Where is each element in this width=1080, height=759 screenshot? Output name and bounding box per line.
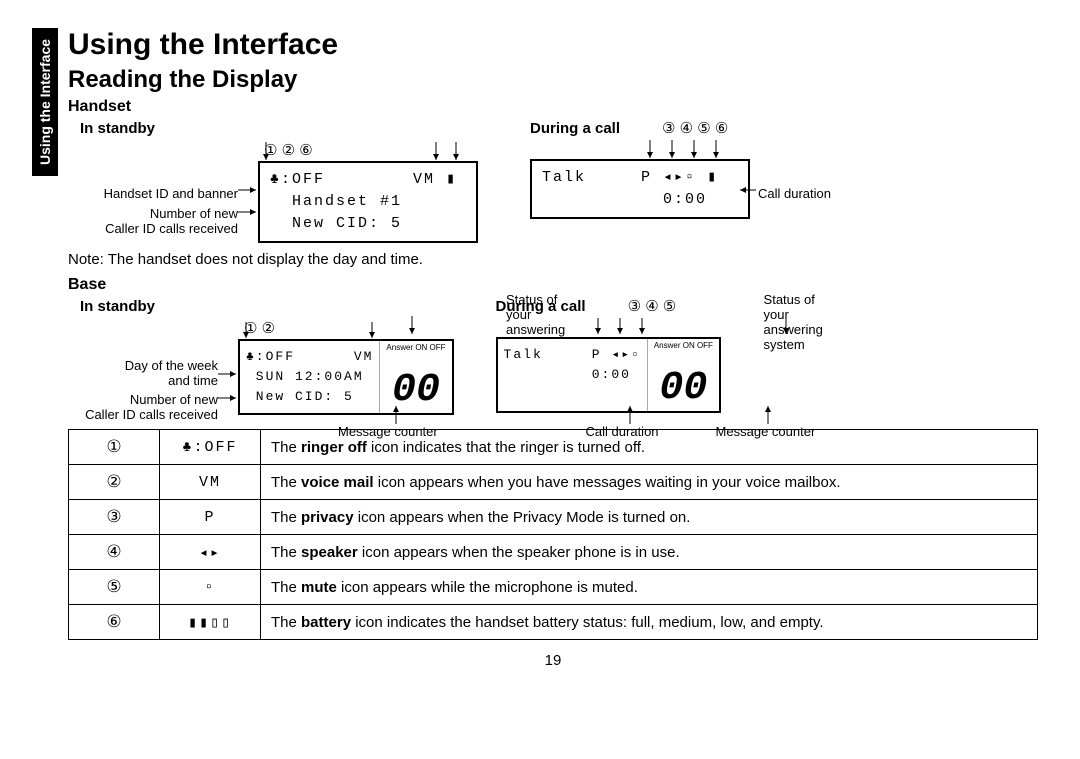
legend-icon: ▫ [160, 570, 261, 605]
base-standby-markers: ① ② [244, 319, 454, 337]
callout-msg-counter-2: Message counter [716, 424, 816, 439]
base-call-markers: ③ ④ ⑤ [628, 297, 677, 315]
legend-desc: The voice mail icon appears when you hav… [261, 465, 1038, 500]
legend-desc: The privacy icon appears when the Privac… [261, 500, 1038, 535]
callout-call-duration: Call duration [758, 186, 831, 201]
callout-call-duration-2: Call duration [586, 424, 659, 439]
legend-num: ① [69, 430, 160, 465]
callout-msg-counter-1: Message counter [338, 424, 438, 439]
side-tab: Using the Interface [32, 28, 58, 176]
legend-num: ⑥ [69, 605, 160, 640]
legend-table: ①♣:OFFThe ringer off icon indicates that… [68, 429, 1038, 640]
handset-call-markers: ③ ④ ⑤ ⑥ [662, 119, 728, 137]
handset-call-lcd: Talk P ◂▸▫ ▮ 0:00 [530, 159, 750, 219]
base-standby-lcd: ♣:OFF VM SUN 12:00AM New CID: 5 Answer O… [238, 339, 454, 415]
callout-base-cid: Number of new Caller ID calls received [48, 392, 218, 422]
callout-day-time: Day of the week and time [48, 358, 218, 388]
page-number: 19 [68, 652, 1038, 669]
msg-counter-1: 00 [392, 371, 440, 411]
legend-row: ③PThe privacy icon appears when the Priv… [69, 500, 1038, 535]
handset-call-label: During a call [530, 120, 620, 137]
legend-num: ⑤ [69, 570, 160, 605]
legend-icon: P [160, 500, 261, 535]
legend-row: ①♣:OFFThe ringer off icon indicates that… [69, 430, 1038, 465]
legend-num: ② [69, 465, 160, 500]
legend-desc: The mute icon appears while the micropho… [261, 570, 1038, 605]
legend-row: ④◂▸The speaker icon appears when the spe… [69, 535, 1038, 570]
base-call-lcd: Talk P ◂▸▫ 0:00 Answer ON OFF 00 [496, 337, 721, 413]
base-call-label: During a call [496, 298, 586, 315]
legend-desc: The speaker icon appears when the speake… [261, 535, 1038, 570]
handset-standby-lcd: ♣:OFF VM ▮ Handset #1 New CID: 5 [258, 161, 478, 243]
handset-standby-label: In standby [80, 120, 155, 137]
legend-row: ②VMThe voice mail icon appears when you … [69, 465, 1038, 500]
base-standby-label: In standby [80, 298, 155, 315]
legend-icon: ♣:OFF [160, 430, 261, 465]
legend-desc: The battery icon indicates the handset b… [261, 605, 1038, 640]
page-subtitle: Reading the Display [68, 66, 1038, 94]
page-title: Using the Interface [68, 28, 1038, 62]
answer-label-2: Answer ON OFF [654, 341, 713, 350]
callout-new-cid: Number of new Caller ID calls received [63, 206, 238, 236]
page-content: Using the Interface Reading the Display … [68, 28, 1038, 669]
side-tab-text: Using the Interface [37, 39, 53, 165]
handset-heading: Handset [68, 98, 1038, 116]
answer-label-1: Answer ON OFF [386, 343, 445, 352]
callout-handset-id: Handset ID and banner [63, 186, 238, 201]
status-label-2: Status of your answering system [764, 292, 823, 352]
legend-icon: ▮▮▯▯ [160, 605, 261, 640]
legend-icon: VM [160, 465, 261, 500]
msg-counter-2: 00 [659, 369, 707, 409]
legend-icon: ◂▸ [160, 535, 261, 570]
legend-num: ④ [69, 535, 160, 570]
legend-row: ⑥▮▮▯▯The battery icon indicates the hand… [69, 605, 1038, 640]
legend-row: ⑤▫The mute icon appears while the microp… [69, 570, 1038, 605]
legend-num: ③ [69, 500, 160, 535]
handset-standby-markers: ① ② ⑥ [264, 141, 478, 159]
handset-note: Note: The handset does not display the d… [68, 251, 1038, 268]
